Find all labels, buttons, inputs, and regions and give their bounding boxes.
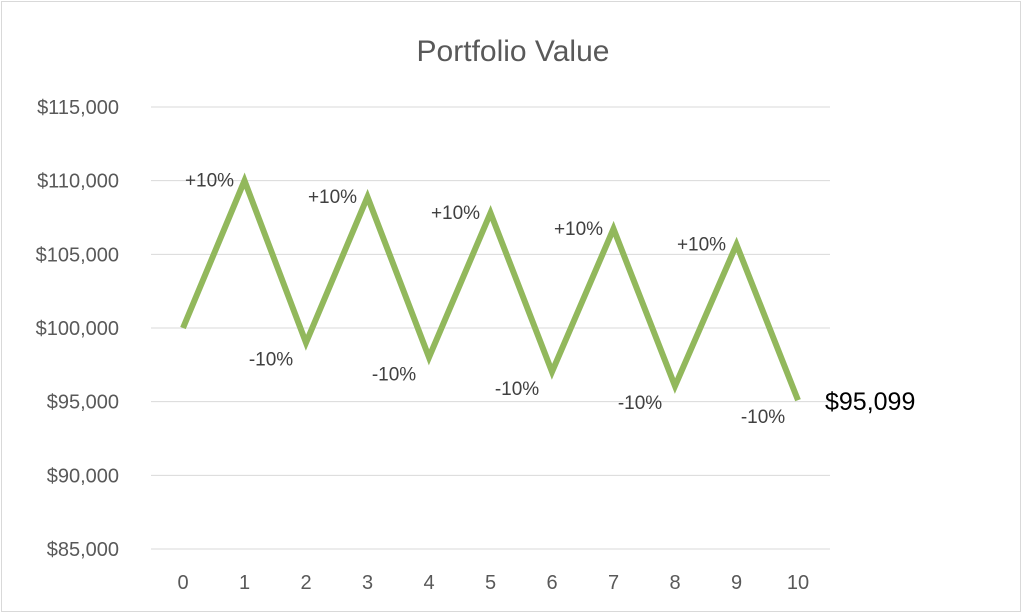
data-label: +10% [431,203,480,224]
data-labels: +10% -10% +10% -10% +10% -10% +10% -10% +10% -10% [185,171,785,429]
y-tick-label: $105,000 [36,244,119,266]
y-tick-label: $100,000 [36,318,119,340]
x-tick-label: 1 [239,572,250,594]
data-label: -10% [495,379,539,400]
x-axis-tick-labels: 0 1 2 3 4 5 6 7 8 9 10 [177,572,809,594]
data-label: +10% [185,171,234,192]
x-tick-label: 5 [485,572,496,594]
end-value-label: $95,099 [825,388,915,416]
data-label: -10% [372,364,416,385]
x-tick-label: 2 [300,572,311,594]
y-tick-label: $90,000 [47,465,119,487]
data-label: +10% [308,187,357,208]
gridlines [151,106,830,550]
x-tick-label: 7 [608,572,619,594]
series-layer [180,172,801,402]
data-label: +10% [677,235,726,256]
x-tick-label: 9 [731,572,742,594]
y-tick-label: $115,000 [37,97,119,119]
y-tick-label: $110,000 [37,171,119,193]
y-tick-label: $95,000 [47,392,119,414]
x-tick-label: 8 [669,572,680,594]
data-label: -10% [741,407,785,428]
y-axis-tick-labels: $85,000 $90,000 $95,000 $100,000 $105,000 $11… [36,97,119,561]
data-label: -10% [249,350,293,371]
data-label: +10% [554,219,603,240]
data-label: -10% [618,393,662,414]
series-line [180,172,801,402]
y-tick-label: $85,000 [47,539,119,561]
x-tick-label: 3 [362,572,373,594]
x-tick-label: 10 [787,572,809,594]
x-tick-label: 6 [546,572,557,594]
x-tick-label: 4 [423,572,434,594]
chart-title: Portfolio Value [417,35,610,68]
x-tick-label: 0 [177,572,188,594]
